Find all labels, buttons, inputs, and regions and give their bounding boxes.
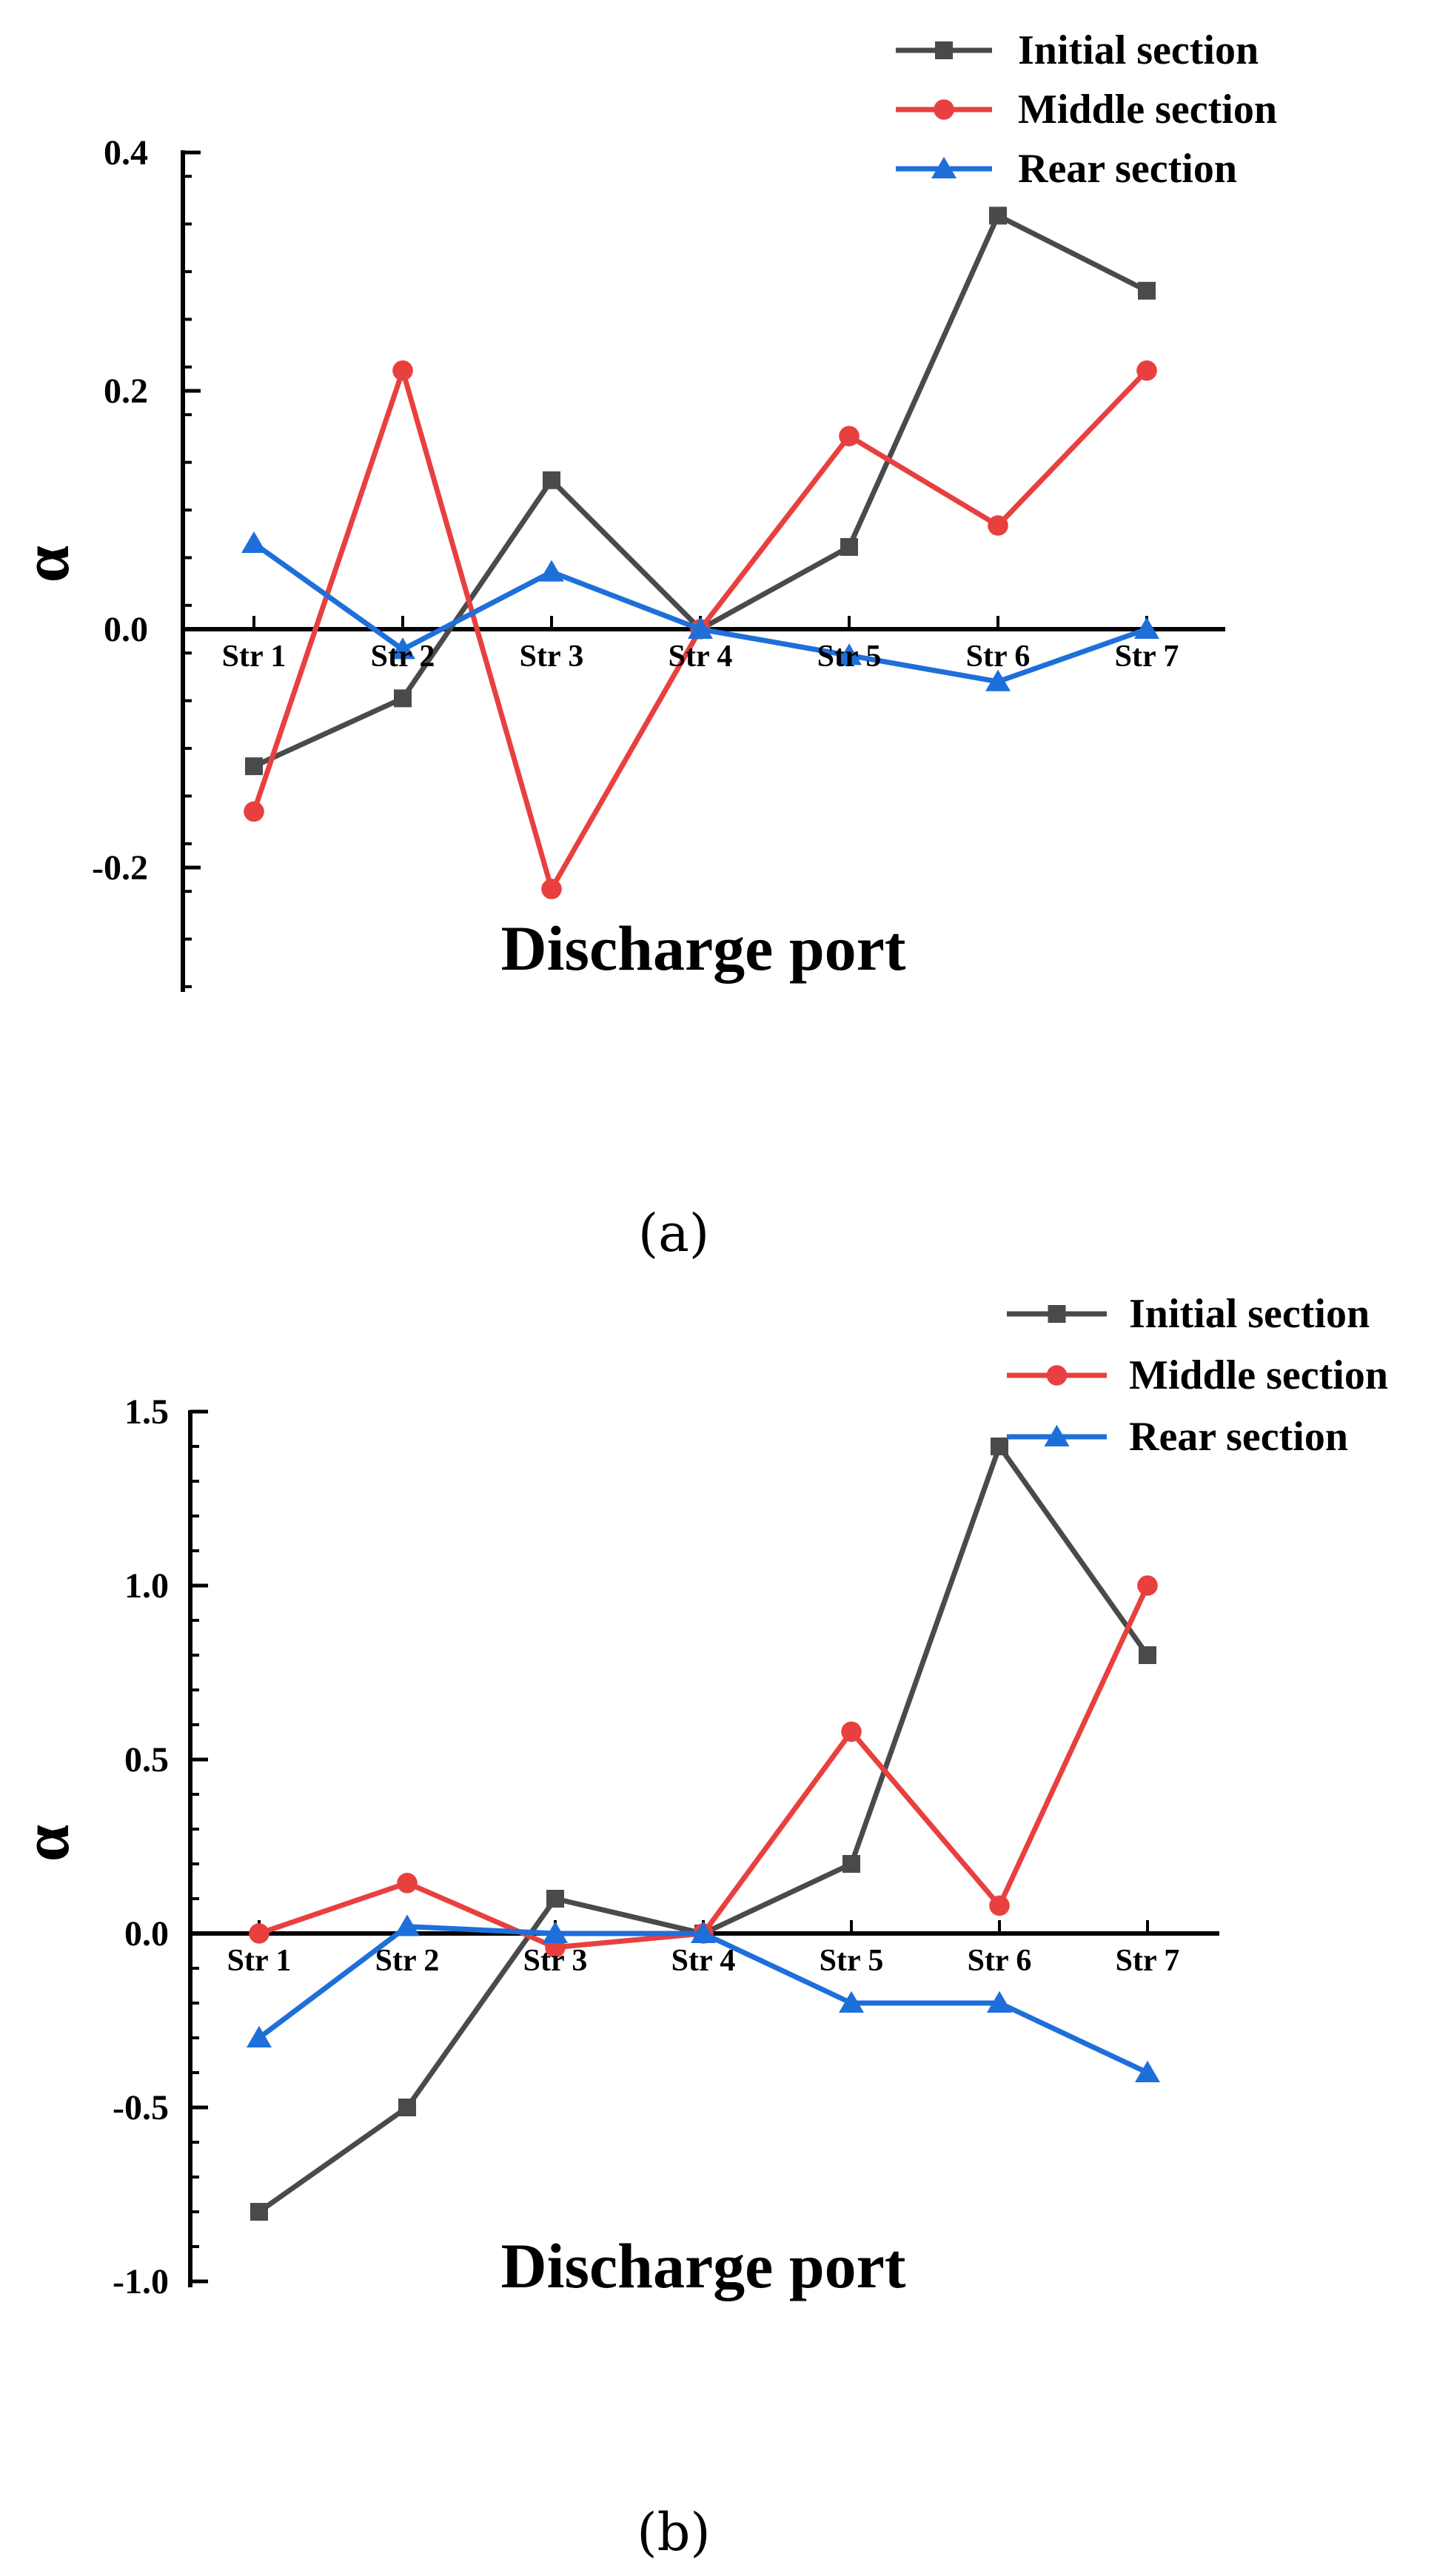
y-tick-label: -0.2 bbox=[92, 848, 148, 888]
panel-caption: (a) bbox=[638, 1203, 709, 1264]
legend: Initial section Middle section Rear sectio… bbox=[896, 27, 1277, 192]
x-tick-label: Str 6 bbox=[968, 1944, 1032, 1978]
data-point bbox=[687, 617, 714, 639]
data-point bbox=[245, 757, 263, 776]
y-tick-label: 0.0 bbox=[124, 1914, 169, 1953]
x-tick-label: Str 7 bbox=[1116, 1944, 1180, 1978]
data-point bbox=[250, 2203, 268, 2221]
data-point bbox=[988, 515, 1008, 536]
legend-marker bbox=[1044, 1424, 1070, 1446]
x-tick-label: Str 3 bbox=[520, 640, 584, 674]
x-axis-title: Discharge port bbox=[501, 913, 906, 984]
legend: Initial section Middle section Rear sectio… bbox=[1007, 1291, 1388, 1460]
x-tick-label: Str 6 bbox=[966, 640, 1031, 674]
data-point bbox=[989, 207, 1007, 225]
data-point bbox=[241, 531, 267, 554]
x-tick-label: Str 7 bbox=[1115, 640, 1179, 674]
data-point bbox=[1136, 360, 1157, 381]
data-point bbox=[841, 1721, 862, 1743]
legend-label: Initial section bbox=[1129, 1291, 1370, 1337]
data-point bbox=[836, 643, 862, 665]
legend-label: Middle section bbox=[1018, 87, 1277, 133]
legend-label: Rear section bbox=[1129, 1414, 1348, 1460]
y-tick-label: -0.5 bbox=[113, 2088, 169, 2127]
data-point bbox=[1137, 1575, 1158, 1596]
data-point bbox=[839, 426, 860, 446]
x-tick-label: Str 2 bbox=[371, 640, 435, 674]
y-tick-label: 0.0 bbox=[104, 610, 148, 649]
data-point bbox=[1138, 281, 1156, 300]
x-tick-label: Str 1 bbox=[222, 640, 287, 674]
legend-label: Middle section bbox=[1129, 1352, 1388, 1398]
legend-label: Initial section bbox=[1018, 27, 1259, 73]
data-point bbox=[394, 689, 412, 708]
x-tick-label: Str 5 bbox=[817, 640, 882, 674]
data-point bbox=[398, 2099, 416, 2116]
data-point bbox=[538, 560, 565, 582]
data-point bbox=[542, 1921, 569, 1943]
data-point bbox=[690, 1921, 717, 1943]
series-line-initial-section bbox=[257, 1443, 1150, 2214]
x-tick-label: Str 5 bbox=[820, 1944, 884, 1978]
data-point bbox=[249, 1923, 269, 1944]
x-tick-label: Str 4 bbox=[671, 1944, 736, 1978]
x-tick-label: Str 1 bbox=[227, 1944, 292, 1978]
data-point bbox=[985, 669, 1011, 691]
x-tick-label: Str 4 bbox=[669, 640, 733, 674]
data-point bbox=[397, 1873, 418, 1894]
data-point bbox=[840, 537, 858, 556]
data-point bbox=[1133, 617, 1160, 639]
y-tick-label: 1.0 bbox=[124, 1566, 169, 1606]
data-point bbox=[246, 2025, 272, 2047]
panel-caption: (b) bbox=[637, 2502, 710, 2563]
y-axis-title: α bbox=[10, 546, 83, 583]
legend-marker bbox=[1048, 1305, 1066, 1323]
data-point bbox=[392, 360, 413, 381]
series-line-initial-section bbox=[252, 212, 1148, 769]
series-line-middle-section bbox=[258, 1584, 1150, 1951]
data-point bbox=[543, 471, 560, 489]
data-point bbox=[842, 1855, 860, 1873]
y-tick-label: 0.2 bbox=[104, 372, 148, 411]
y-tick-label: 0.4 bbox=[104, 133, 148, 172]
data-point bbox=[541, 879, 562, 899]
x-tick-label: Str 2 bbox=[375, 1944, 440, 1978]
chart-panel-b: -1.0 -0.5 0.0 0.5 1.0 1.5 Str 1 Str 2 Str 3 Str 4… bbox=[10, 1291, 1388, 2563]
y-axis-title: α bbox=[10, 1825, 83, 1862]
chart-panel-a: -0.2 0.0 0.2 0.4 Str 1 Str 2 Str 3 Str 4 Str 5 St… bbox=[10, 27, 1277, 1264]
data-point bbox=[244, 801, 264, 822]
data-point bbox=[1134, 2060, 1161, 2082]
legend-marker bbox=[1046, 1365, 1068, 1386]
data-point bbox=[1139, 1646, 1156, 1664]
legend-marker bbox=[935, 41, 953, 59]
legend-marker bbox=[931, 156, 957, 178]
data-point bbox=[546, 1890, 564, 1908]
data-point bbox=[838, 1990, 865, 2013]
data-point bbox=[991, 1438, 1008, 1455]
data-point bbox=[394, 1914, 421, 1936]
data-point bbox=[389, 637, 416, 660]
y-tick-label: 0.5 bbox=[124, 1740, 169, 1780]
y-tick-label: 1.5 bbox=[124, 1392, 169, 1432]
data-point bbox=[989, 1895, 1010, 1916]
legend-label: Rear section bbox=[1018, 146, 1237, 192]
data-point bbox=[986, 1990, 1013, 2013]
x-axis-title: Discharge port bbox=[501, 2230, 906, 2301]
y-tick-label: -1.0 bbox=[113, 2262, 169, 2301]
x-tick-label: Str 3 bbox=[523, 1944, 588, 1978]
legend-marker bbox=[934, 99, 954, 120]
